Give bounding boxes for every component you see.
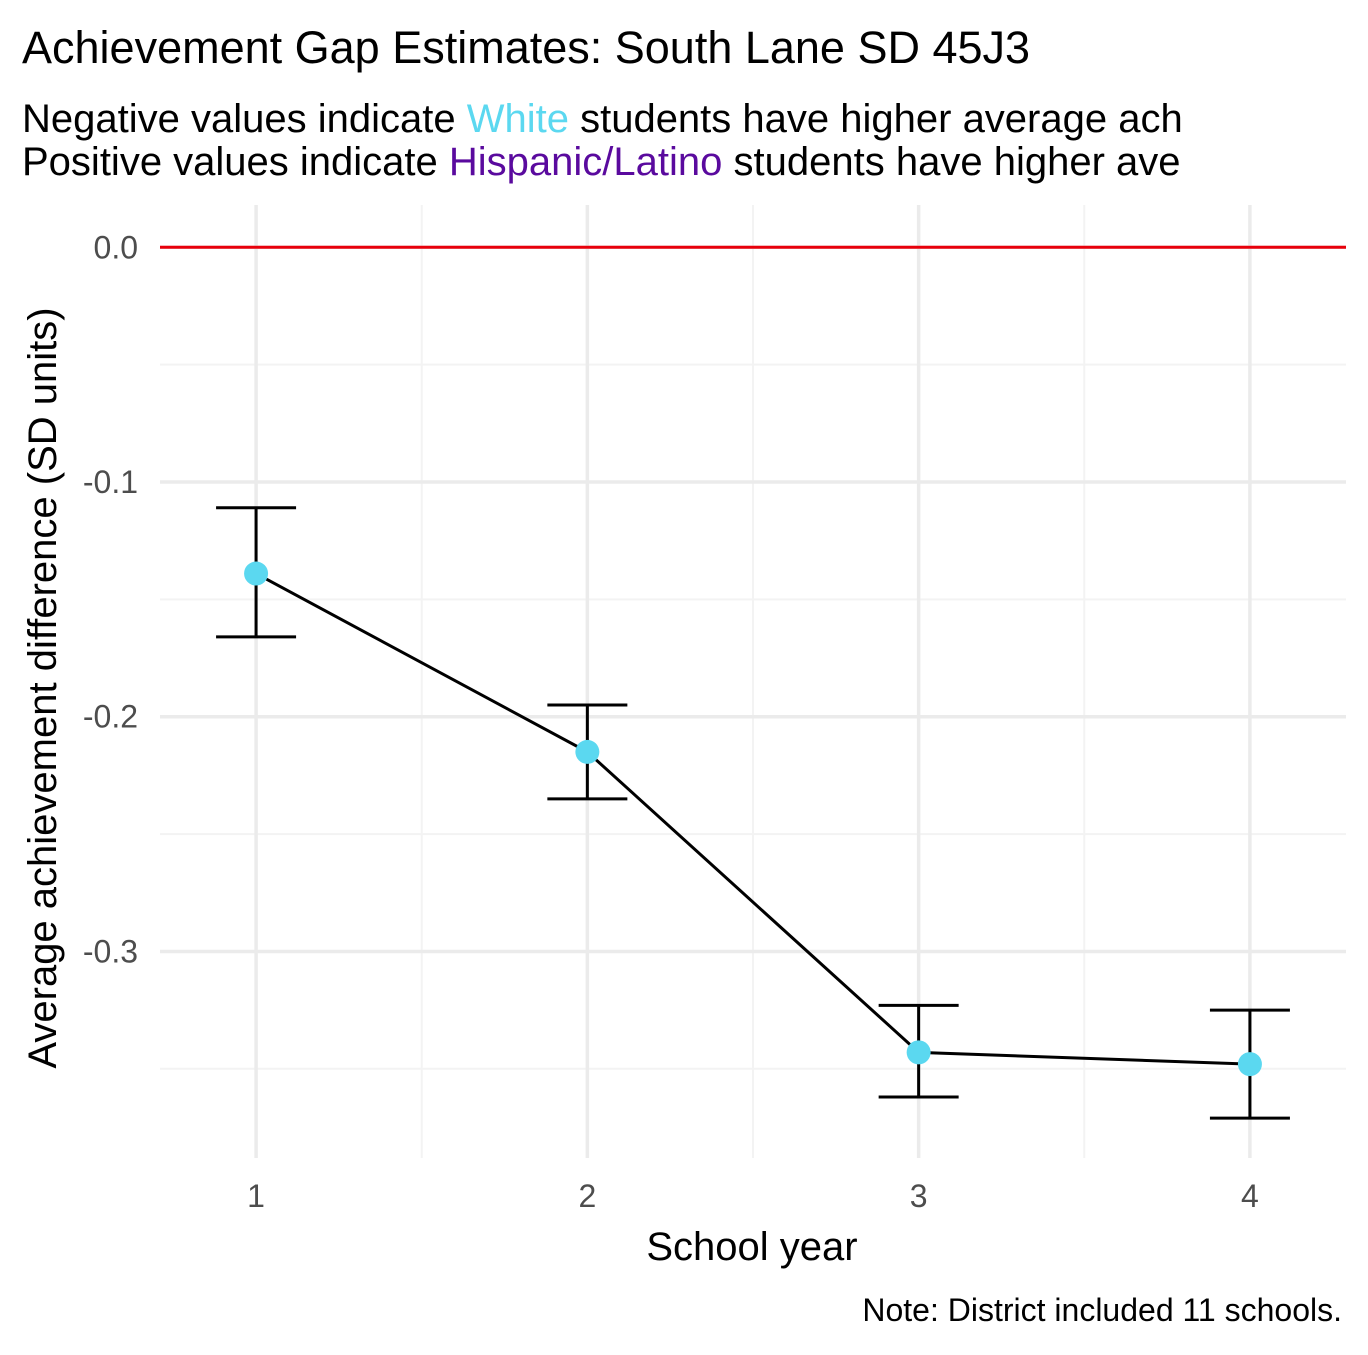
x-tick-label: 4 bbox=[1241, 1178, 1259, 1214]
subtitle-white-group: White bbox=[467, 97, 569, 141]
subtitle-line-1: Negative values indicate White students … bbox=[22, 97, 1183, 141]
series-line bbox=[255, 572, 1250, 1066]
x-tick-label: 3 bbox=[910, 1178, 928, 1214]
data-point bbox=[575, 739, 600, 764]
subtitle-line-2-suffix: students have higher ave bbox=[722, 140, 1180, 184]
y-axis-label: Average achievement difference (SD units… bbox=[21, 307, 65, 1068]
y-tick-label: 0.0 bbox=[94, 229, 138, 265]
y-axis-ticks: 0.0 -0.1 -0.2 -0.3 bbox=[83, 229, 138, 969]
data-point bbox=[244, 561, 269, 586]
subtitle-line-2: Positive values indicate Hispanic/Latino… bbox=[22, 140, 1181, 184]
caption: Note: District included 11 schools. bbox=[862, 1292, 1342, 1328]
chart-title: Achievement Gap Estimates: South Lane SD… bbox=[22, 22, 1030, 73]
y-tick-label: -0.2 bbox=[83, 699, 138, 735]
series-line-group bbox=[255, 572, 1250, 1066]
y-tick-label: -0.3 bbox=[83, 933, 138, 969]
subtitle-line-1-suffix: students have higher average ach bbox=[569, 97, 1183, 141]
grid bbox=[160, 205, 1346, 1158]
series-points bbox=[244, 561, 1262, 1077]
subtitle-hispanic-group: Hispanic/Latino bbox=[449, 140, 723, 184]
data-point bbox=[906, 1040, 931, 1065]
data-point bbox=[1237, 1052, 1262, 1077]
y-tick-label: -0.1 bbox=[83, 464, 138, 500]
x-tick-label: 1 bbox=[247, 1178, 265, 1214]
subtitle-line-2-prefix: Positive values indicate bbox=[22, 140, 449, 184]
subtitle-line-1-prefix: Negative values indicate bbox=[22, 97, 467, 141]
x-axis-label: School year bbox=[646, 1225, 857, 1269]
x-tick-label: 2 bbox=[578, 1178, 596, 1214]
x-axis-ticks: 1 2 3 4 bbox=[247, 1178, 1259, 1214]
